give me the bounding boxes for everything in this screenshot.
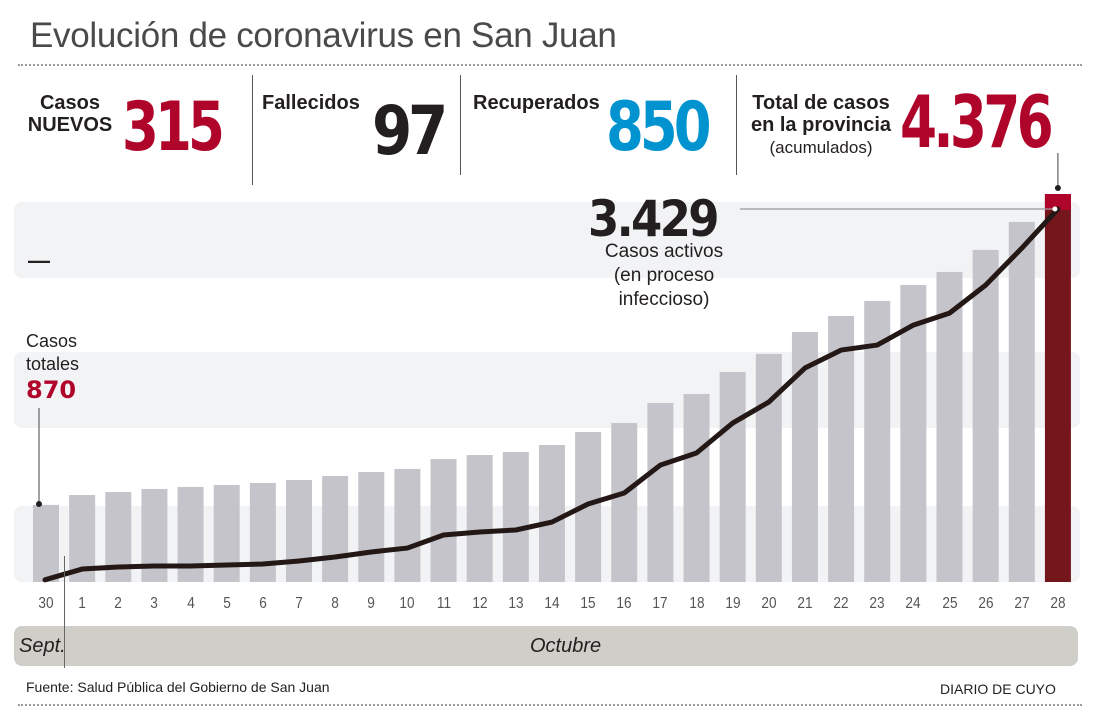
stat-recovered-value: 850 bbox=[606, 88, 712, 167]
x-tick-label: 20 bbox=[761, 595, 777, 612]
stat-total-label-line2: en la provincia bbox=[750, 114, 892, 136]
brand-name: DIARIO DE CUYO bbox=[940, 681, 1056, 697]
active-cases-leader-dot bbox=[1052, 206, 1058, 212]
x-tick-label: 10 bbox=[399, 595, 415, 612]
x-tick-label: 14 bbox=[544, 595, 560, 612]
x-tick-label: 24 bbox=[905, 595, 921, 612]
active-cases-label-line1: Casos activos bbox=[604, 241, 724, 262]
active-cases-label-line2: (en proceso bbox=[613, 265, 715, 286]
start-total-label: Casos totales bbox=[26, 330, 79, 376]
start-total-label-line1: Casos bbox=[26, 331, 78, 351]
x-tick-label: 18 bbox=[688, 595, 705, 612]
stat-total-label-line3: (acumulados) bbox=[769, 138, 873, 157]
bar bbox=[285, 480, 312, 582]
x-tick-label: 5 bbox=[222, 595, 231, 612]
start-total-label-line2: totales bbox=[26, 354, 80, 374]
x-tick-label: 17 bbox=[652, 595, 668, 612]
bar bbox=[538, 445, 565, 582]
stat-divider-3 bbox=[736, 75, 737, 175]
chart-title: Evolución de coronavirus en San Juan bbox=[30, 16, 617, 55]
stat-divider-2 bbox=[460, 75, 461, 175]
bar bbox=[502, 452, 529, 582]
bar bbox=[249, 482, 276, 582]
stat-total-value: 4.376 bbox=[900, 80, 1054, 164]
stat-total-label-line1: Total de casos bbox=[752, 92, 890, 114]
bar bbox=[1008, 221, 1035, 582]
x-tick-label: 23 bbox=[869, 595, 885, 612]
bar bbox=[719, 371, 746, 582]
x-tick-label: 15 bbox=[580, 595, 596, 612]
x-tick-label: 13 bbox=[508, 595, 524, 612]
legend-dash: — bbox=[28, 248, 50, 273]
bar bbox=[683, 394, 710, 582]
bar bbox=[647, 402, 674, 582]
bar bbox=[900, 284, 927, 582]
stat-new-cases-label-line1: Casos bbox=[39, 92, 101, 114]
bar bbox=[466, 455, 493, 582]
active-cases-label-line3: infeccioso) bbox=[618, 289, 710, 310]
x-tick-label: 8 bbox=[331, 595, 339, 612]
bar bbox=[33, 504, 59, 582]
source-note: Fuente: Salud Pública del Gobierno de Sa… bbox=[26, 679, 330, 695]
stat-new-cases-label-line2: NUEVOS bbox=[27, 114, 113, 136]
footer-divider bbox=[18, 704, 1082, 706]
total-leader-dot bbox=[1054, 185, 1061, 191]
start-total-value: 870 bbox=[26, 376, 77, 404]
x-tick-label: 25 bbox=[941, 595, 958, 612]
x-tick-label: 9 bbox=[367, 595, 376, 612]
start-leader-dot bbox=[36, 501, 42, 507]
x-tick-label: 21 bbox=[797, 595, 813, 612]
stat-new-cases-label: Casos NUEVOS bbox=[22, 92, 118, 136]
x-tick-label: 26 bbox=[978, 595, 994, 612]
stat-divider-1 bbox=[252, 75, 253, 185]
x-tick-label: 4 bbox=[186, 595, 195, 612]
x-tick-label: 28 bbox=[1050, 595, 1066, 612]
bar bbox=[322, 475, 349, 582]
x-tick-label: 7 bbox=[295, 595, 303, 612]
bar bbox=[611, 423, 638, 582]
x-tick-label: 6 bbox=[259, 595, 267, 612]
bar bbox=[430, 459, 457, 582]
active-cases-label: Casos activos (en proceso infeccioso) bbox=[590, 240, 738, 312]
bar-highlight-cap bbox=[1044, 194, 1071, 210]
x-tick-label: 2 bbox=[114, 595, 123, 612]
title-divider bbox=[18, 64, 1082, 66]
bar bbox=[936, 271, 963, 582]
x-tick-label: 11 bbox=[436, 595, 451, 612]
x-tick-label: 19 bbox=[725, 595, 741, 612]
x-tick-label: 22 bbox=[833, 595, 849, 612]
month-label-sept: Sept. bbox=[19, 635, 66, 657]
x-tick-label: 1 bbox=[78, 595, 86, 612]
stat-deaths-label: Fallecidos bbox=[262, 92, 360, 114]
active-cases-value: 3.429 bbox=[588, 190, 720, 248]
bar bbox=[972, 249, 999, 583]
month-separator bbox=[64, 556, 65, 668]
month-label-octubre: Octubre bbox=[530, 635, 602, 657]
x-tick-label: 27 bbox=[1014, 595, 1030, 612]
background-band bbox=[14, 202, 1080, 278]
x-tick-label: 16 bbox=[616, 595, 632, 612]
bar bbox=[828, 316, 855, 582]
month-band bbox=[14, 626, 1078, 666]
bar bbox=[394, 468, 421, 582]
x-tick-label: 30 bbox=[38, 595, 54, 612]
x-tick-label: 12 bbox=[472, 595, 488, 612]
stat-total-label: Total de casos en la provincia (acumulad… bbox=[746, 92, 896, 160]
x-tick-label: 3 bbox=[150, 595, 159, 612]
stat-new-cases-value: 315 bbox=[122, 88, 225, 167]
stat-recovered-label: Recuperados bbox=[473, 92, 600, 114]
stat-deaths-value: 97 bbox=[372, 92, 448, 171]
bar bbox=[755, 353, 782, 582]
bar-highlight bbox=[1044, 194, 1071, 582]
bar bbox=[358, 471, 385, 582]
